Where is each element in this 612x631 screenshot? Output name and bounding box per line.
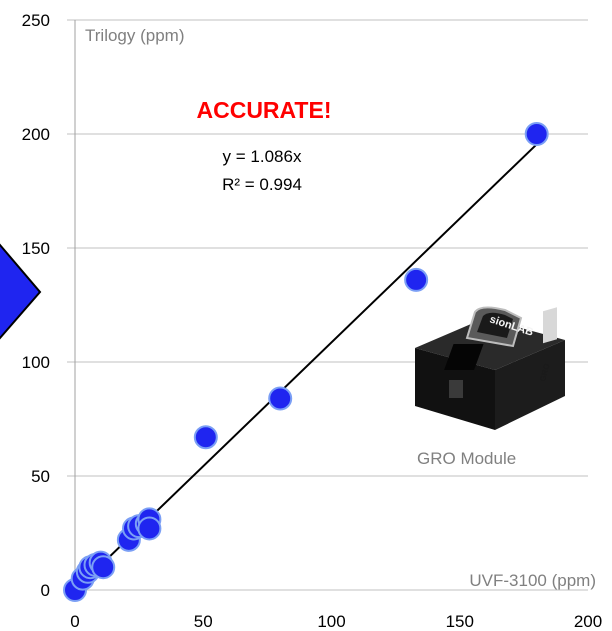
data-point xyxy=(137,516,162,541)
x-tick-label: 150 xyxy=(446,612,474,631)
y-tick-label: 200 xyxy=(22,125,50,144)
r-squared-label: R² = 0.994 xyxy=(222,175,302,194)
y-tick-labels: 0 50 100 150 200 250 xyxy=(22,11,50,600)
gridlines xyxy=(67,19,588,591)
data-point xyxy=(193,425,218,450)
y-tick-label: 150 xyxy=(22,239,50,258)
x-tick-labels: 0 50 100 150 200 xyxy=(70,612,602,631)
y-tick-label: 0 xyxy=(41,581,50,600)
data-point xyxy=(91,555,116,580)
x-tick-label: 200 xyxy=(574,612,602,631)
data-point xyxy=(524,122,549,146)
y-tick-label: 50 xyxy=(31,467,50,486)
gro-module-image: sionLAB GRO xyxy=(415,306,565,430)
accurate-headline: ACCURATE! xyxy=(196,97,331,123)
data-point xyxy=(404,267,429,292)
arrow-right-icon xyxy=(0,243,42,340)
x-tick-label: 50 xyxy=(194,612,213,631)
x-tick-label: 100 xyxy=(317,612,345,631)
data-points xyxy=(63,122,549,602)
x-tick-label: 0 xyxy=(70,612,79,631)
y-axis-title: Trilogy (ppm) xyxy=(85,26,185,45)
trendline-equation: y = 1.086x xyxy=(223,147,302,166)
y-tick-label: 250 xyxy=(22,11,50,30)
x-axis-title: UVF-3100 (ppm) xyxy=(469,571,596,590)
y-tick-label: 100 xyxy=(22,353,50,372)
module-caption: GRO Module xyxy=(417,449,516,468)
data-point xyxy=(268,386,293,411)
